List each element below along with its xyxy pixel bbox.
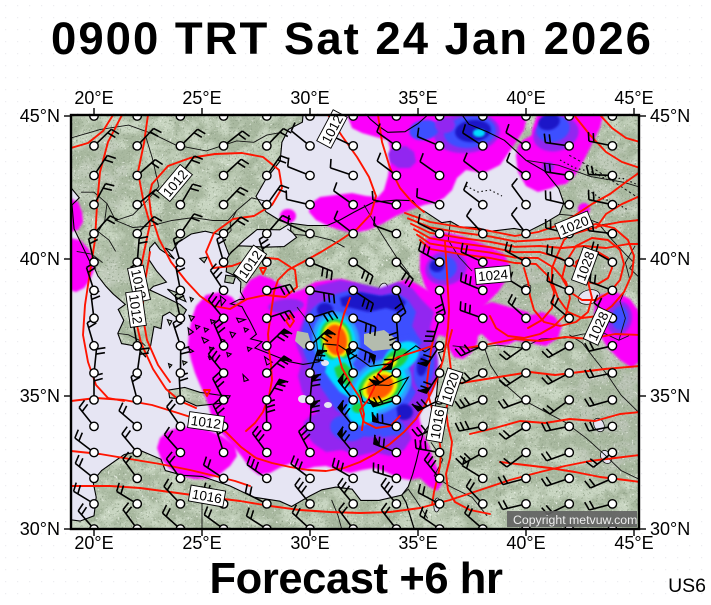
svg-text:40°N: 40°N <box>20 249 60 269</box>
svg-text:US6: US6 <box>668 575 706 597</box>
svg-text:40°E: 40°E <box>506 533 545 553</box>
svg-text:1024: 1024 <box>477 267 509 285</box>
svg-text:45°E: 45°E <box>614 88 653 108</box>
svg-text:20°E: 20°E <box>74 533 113 553</box>
svg-text:30°E: 30°E <box>290 88 329 108</box>
svg-text:1016: 1016 <box>427 408 447 440</box>
svg-text:1012: 1012 <box>126 293 145 325</box>
svg-text:Forecast +6 hr: Forecast +6 hr <box>210 555 503 600</box>
svg-text:45°N: 45°N <box>20 106 60 126</box>
svg-text:45°E: 45°E <box>614 533 653 553</box>
svg-text:20°E: 20°E <box>74 88 113 108</box>
svg-text:35°E: 35°E <box>398 88 437 108</box>
svg-text:35°E: 35°E <box>398 533 437 553</box>
svg-text:35°N: 35°N <box>20 386 60 406</box>
svg-text:30°N: 30°N <box>20 519 60 539</box>
svg-text:25°E: 25°E <box>182 88 221 108</box>
svg-text:1012: 1012 <box>190 413 222 432</box>
svg-text:0900 TRT Sat 24 Jan 2026: 0900 TRT Sat 24 Jan 2026 <box>51 13 653 64</box>
svg-text:30°N: 30°N <box>650 519 690 539</box>
svg-text:40°N: 40°N <box>650 249 690 269</box>
svg-text:1016: 1016 <box>191 486 223 506</box>
svg-text:25°E: 25°E <box>182 533 221 553</box>
svg-text:45°N: 45°N <box>650 106 690 126</box>
svg-text:Copyright metvuw.com: Copyright metvuw.com <box>513 513 637 527</box>
svg-text:35°N: 35°N <box>650 386 690 406</box>
svg-text:40°E: 40°E <box>506 88 545 108</box>
svg-text:30°E: 30°E <box>290 533 329 553</box>
